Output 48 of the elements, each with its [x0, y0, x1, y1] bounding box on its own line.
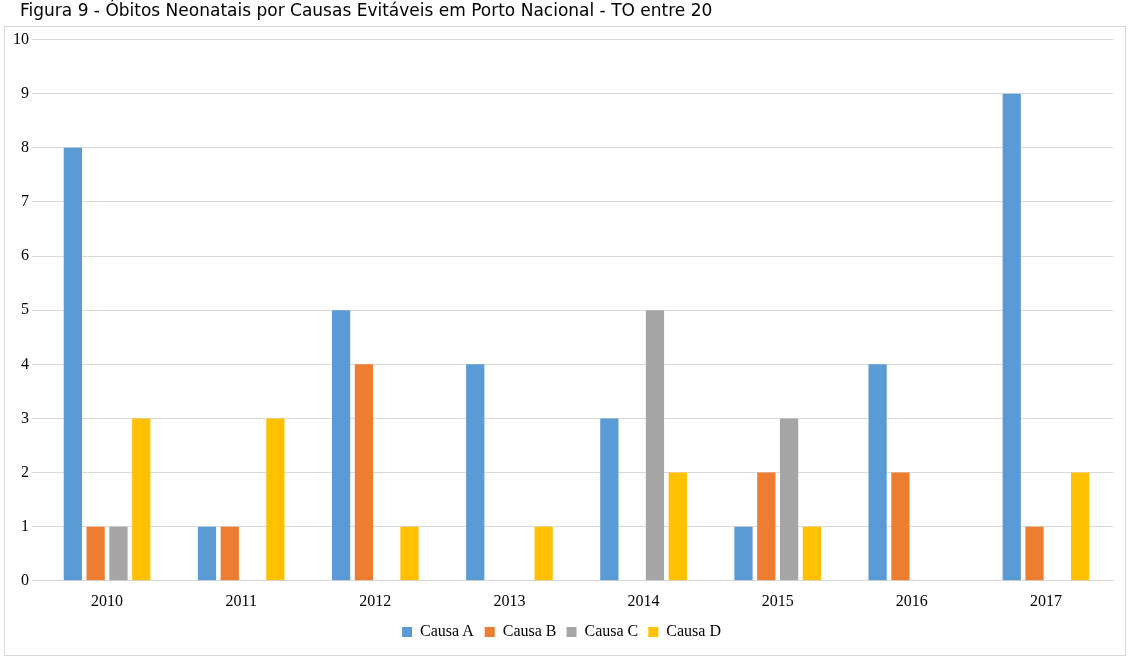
x-tick-label: 2017	[1029, 591, 1062, 609]
bar	[600, 418, 619, 581]
bar	[868, 364, 887, 581]
x-tick-label: 2010	[91, 591, 124, 609]
bar	[109, 526, 128, 581]
bar	[266, 418, 285, 581]
y-tick-label: 6	[21, 246, 29, 264]
bar	[779, 418, 799, 581]
bar	[63, 147, 82, 581]
bar	[466, 364, 485, 581]
x-tick-label: 2014	[627, 591, 660, 609]
legend-label: Causa A	[420, 622, 475, 640]
y-tick-label: 4	[21, 354, 29, 372]
x-tick-label: 2013	[493, 591, 526, 609]
bar	[1025, 526, 1044, 581]
y-tick-label: 0	[21, 571, 29, 588]
chart-title: Figura 9 - Óbitos Neonatais por Causas Evitáveis em Porto Nacional - TO entre 20	[19, 0, 714, 22]
bar	[86, 526, 105, 581]
legend-label: Causa B	[502, 622, 557, 640]
x-tick-label: 2011	[225, 591, 257, 609]
bar	[757, 472, 776, 581]
bar	[197, 526, 217, 581]
bar	[220, 526, 239, 581]
legend-label: Causa D	[666, 622, 721, 640]
y-tick-label: 10	[13, 29, 29, 47]
bar	[891, 472, 910, 581]
y-tick-label: 3	[21, 408, 29, 426]
x-tick-label: 2012	[359, 591, 392, 609]
bar	[802, 526, 822, 581]
y-tick-label: 2	[21, 462, 29, 480]
bar	[645, 310, 665, 581]
bar	[132, 418, 151, 581]
y-tick-label: 5	[21, 300, 29, 318]
bar	[668, 472, 687, 581]
y-tick-label: 8	[21, 138, 29, 156]
y-tick-label: 9	[21, 83, 29, 101]
x-tick-label: 2015	[761, 591, 794, 609]
bar	[331, 310, 351, 581]
y-tick-label: 1	[21, 516, 29, 534]
bar	[1002, 93, 1021, 581]
y-tick-label: 7	[21, 192, 29, 210]
bar	[354, 364, 374, 581]
bar	[534, 526, 553, 581]
bar	[400, 526, 419, 581]
bar	[1071, 472, 1090, 581]
legend-label: Causa C	[584, 622, 639, 640]
x-tick-label: 2016	[895, 591, 928, 609]
bar	[734, 526, 753, 581]
